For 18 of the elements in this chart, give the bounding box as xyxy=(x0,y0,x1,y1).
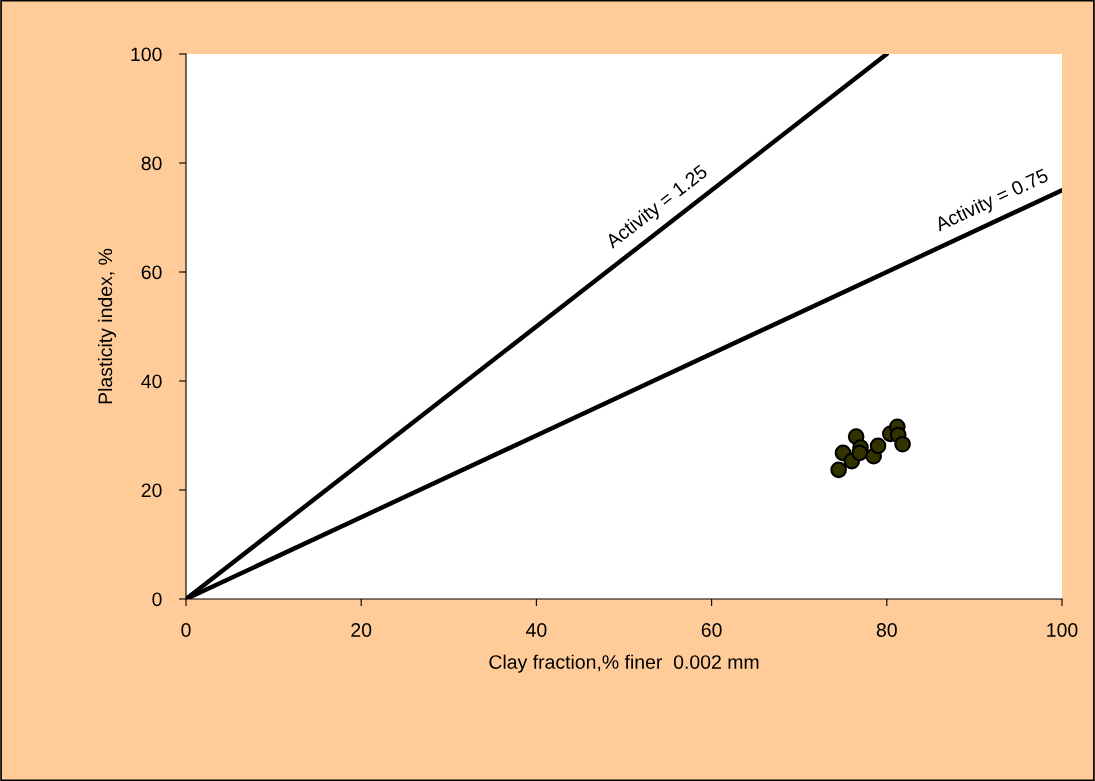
y-tick-label: 80 xyxy=(141,156,162,171)
y-tick-label: 40 xyxy=(141,374,162,389)
x-tick-label: 100 xyxy=(1047,623,1078,637)
x-tick-label: 0 xyxy=(181,623,191,637)
x-tick-label: 60 xyxy=(701,623,722,637)
point xyxy=(851,444,868,462)
y-axis-title: Plasticity index, % xyxy=(97,248,117,404)
y-tick-label: 0 xyxy=(152,592,162,607)
y-tick-label: 20 xyxy=(141,483,162,498)
point xyxy=(869,437,887,455)
point xyxy=(894,435,911,453)
x-axis-title: Clay fraction,% finer 0.002 mm xyxy=(489,654,759,673)
y-tick-label: 60 xyxy=(141,265,162,280)
x-tick-label: 40 xyxy=(526,623,547,637)
x-tick-label: 80 xyxy=(876,623,897,637)
point xyxy=(830,461,847,479)
x-tick-label: 20 xyxy=(351,623,372,637)
y-tick-label: 100 xyxy=(131,47,162,62)
